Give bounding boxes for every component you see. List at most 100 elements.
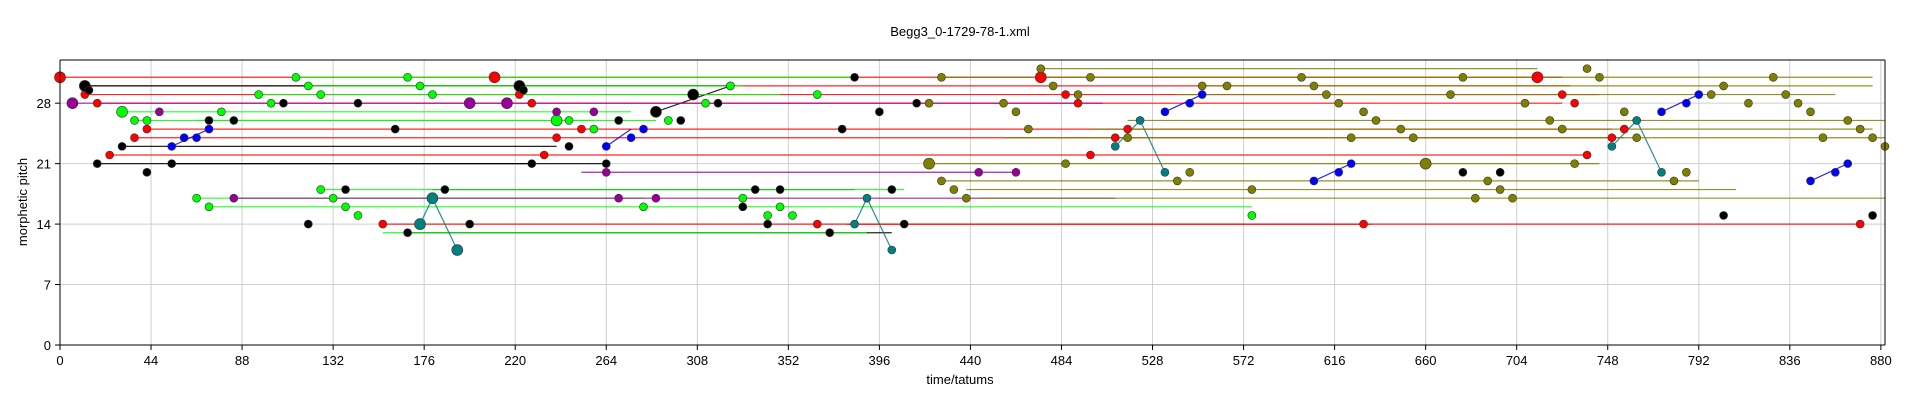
olive-note-point [924, 98, 934, 108]
blue-note-point [1197, 90, 1207, 99]
green-note-point [428, 90, 437, 99]
red-note-point [527, 98, 537, 108]
red-note-point [813, 219, 822, 229]
red-note-point [130, 133, 139, 143]
olive-note-point [1247, 185, 1257, 194]
olive-note-point [1520, 98, 1530, 108]
black-note-point [687, 88, 699, 101]
olive-note-point [1632, 133, 1642, 143]
green-note-point [1247, 211, 1257, 220]
purple-note-point [614, 193, 623, 203]
blue-note-point [1334, 167, 1344, 177]
red-note-point [1061, 90, 1070, 99]
y-tick-label: 14 [37, 217, 51, 232]
red-note-point [1531, 71, 1544, 84]
olive-note-point [1024, 124, 1033, 134]
blue-note-point [1694, 90, 1704, 99]
olive-note-point [1185, 167, 1195, 177]
olive-note-point [1595, 72, 1604, 82]
x-tick-label: 792 [1688, 353, 1710, 368]
teal-note-point [1657, 167, 1666, 177]
black-note-point [912, 98, 921, 108]
green-note-point [415, 81, 425, 91]
x-tick-label: 880 [1870, 353, 1892, 368]
black-note-point [899, 219, 909, 229]
teal-note-point [887, 245, 897, 255]
x-tick-label: 704 [1506, 353, 1528, 368]
series-points [54, 64, 1890, 256]
green-note-point [328, 193, 338, 203]
purple-note-point [1011, 167, 1021, 177]
olive-note-point [1048, 81, 1058, 91]
olive-note-point [1123, 133, 1132, 143]
olive-note-point [1371, 116, 1381, 125]
black-note-point [142, 167, 152, 177]
green-note-point [142, 116, 152, 125]
olive-note-point [1619, 107, 1629, 117]
blue-note-point [626, 133, 636, 143]
purple-note-point [463, 97, 476, 109]
olive-note-point [1806, 107, 1815, 117]
olive-note-point [1322, 90, 1331, 99]
purple-note-point [601, 167, 611, 177]
teal-note-point [426, 192, 439, 204]
olive-note-point [1855, 124, 1865, 134]
chart-title: Begg3_0-1729-78-1.xml [890, 24, 1030, 39]
olive-note-point [1508, 193, 1517, 203]
black-note-point [440, 185, 450, 194]
green-note-point [130, 116, 139, 125]
green-note-point [341, 202, 350, 212]
olive-note-point [937, 176, 946, 186]
teal-note-point [451, 244, 464, 256]
black-note-point [676, 116, 686, 125]
green-note-point [564, 116, 574, 125]
black-note-point [229, 116, 239, 125]
black-note-point [875, 107, 884, 117]
green-note-point [550, 114, 563, 127]
olive-note-point [999, 98, 1008, 108]
olive-note-point [961, 193, 971, 203]
olive-note-point [1768, 72, 1778, 82]
teal-segment [431, 197, 458, 251]
olive-note-point [1719, 81, 1728, 91]
olive-note-point [1458, 72, 1468, 82]
x-tick-label: 176 [413, 353, 435, 368]
black-note-point [564, 142, 574, 151]
blue-note-point [1657, 107, 1666, 117]
black-note-point [825, 228, 835, 238]
black-note-point [850, 72, 859, 82]
black-note-point [601, 159, 611, 168]
green-note-point [192, 193, 201, 203]
black-note-point [1868, 211, 1877, 220]
olive-note-point [1309, 81, 1319, 91]
green-note-point [664, 116, 673, 125]
teal-note-point [850, 219, 859, 229]
purple-note-point [651, 193, 661, 203]
black-note-point [1458, 167, 1468, 177]
red-note-point [1123, 124, 1132, 134]
olive-note-point [1334, 98, 1344, 108]
teal-note-point [1110, 142, 1120, 151]
blue-segment [1164, 94, 1203, 113]
x-tick-label: 748 [1597, 353, 1619, 368]
x-ticks: 0 44 88 132 176 220 264 308 352 396 440 484 528 572 61… [56, 345, 1892, 368]
purple-note-point [974, 167, 984, 177]
purple-note-point [229, 193, 239, 203]
black-note-point [341, 185, 350, 194]
black-note-point [887, 185, 897, 194]
black-note-point [527, 159, 537, 168]
x-tick-label: 308 [686, 353, 708, 368]
olive-note-point [1197, 81, 1207, 91]
red-note-point [142, 124, 152, 134]
black-note-point [763, 219, 772, 229]
black-note-point [837, 124, 847, 134]
olive-note-point [949, 185, 959, 194]
blue-segment [605, 128, 632, 147]
x-tick-label: 484 [1051, 353, 1073, 368]
green-note-point [763, 211, 772, 220]
x-tick-label: 220 [504, 353, 526, 368]
black-note-point [353, 98, 363, 108]
black-note-point [750, 185, 760, 194]
green-note-point [303, 81, 313, 91]
olive-note-point [1222, 81, 1232, 91]
